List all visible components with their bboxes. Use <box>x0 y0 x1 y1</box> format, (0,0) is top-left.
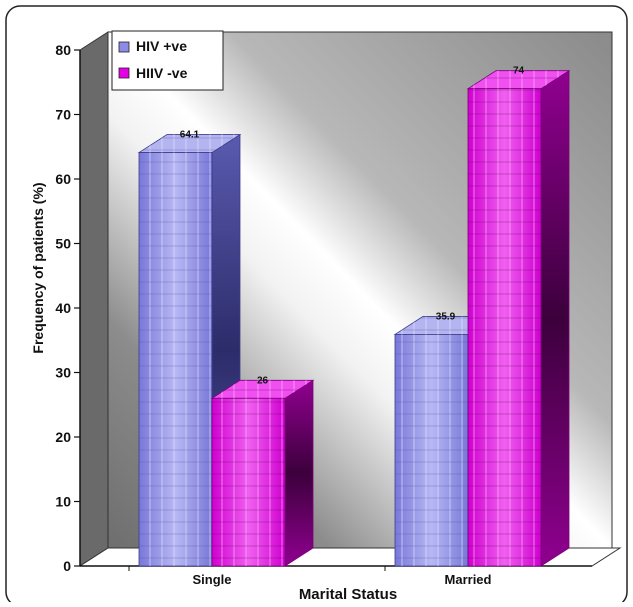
legend-swatch-hiv-positive <box>118 41 130 53</box>
bar-front-texture <box>212 398 285 566</box>
y-tick-label: 50 <box>55 236 71 252</box>
bar-top-texture <box>139 134 240 153</box>
legend-label-hiv-negative: HIIV -ve <box>136 65 188 81</box>
x-tick-label: Married <box>445 572 492 587</box>
bar-hiv-negative-married <box>466 69 571 567</box>
bar-side-face <box>540 69 570 567</box>
bar-hiv-negative-single <box>210 379 315 567</box>
bar-front-texture <box>139 152 212 566</box>
bar-hiv-positive-single <box>137 133 242 567</box>
y-tick-label: 80 <box>55 42 71 58</box>
data-label: 26 <box>257 375 269 386</box>
legend-box <box>111 30 224 91</box>
bars-layer <box>137 69 571 567</box>
bar-top-texture <box>212 380 313 399</box>
y-tick-label: 0 <box>63 558 71 574</box>
legend-label-hiv-positive: HIV +ve <box>136 38 187 54</box>
y-axis-title: Frequency of patients (%) <box>30 182 46 353</box>
y-tick-label: 70 <box>55 107 71 123</box>
data-label: 74 <box>513 66 525 77</box>
y-tick-label: 30 <box>55 365 71 381</box>
data-label: 64.1 <box>180 130 200 141</box>
legend-swatch-hiv-negative <box>118 67 130 79</box>
x-axis-title: Marital Status <box>299 586 397 602</box>
data-labels-layer: 64.1 26 35.9 74 <box>180 66 525 387</box>
y-tick-label: 20 <box>55 429 71 445</box>
legend: HIV +ve HIIV -ve <box>111 30 224 91</box>
bar-front-texture <box>468 88 541 566</box>
x-tick-label: Single <box>192 572 231 587</box>
y-tick-label: 40 <box>55 300 71 316</box>
y-tick-label: 10 <box>55 494 71 510</box>
bar-front-texture <box>395 334 468 566</box>
y-tick-label: 60 <box>55 171 71 187</box>
left-wall <box>79 31 109 567</box>
data-label: 35.9 <box>436 311 456 322</box>
bar-side-face <box>284 379 314 567</box>
bar-top-texture <box>468 70 569 89</box>
